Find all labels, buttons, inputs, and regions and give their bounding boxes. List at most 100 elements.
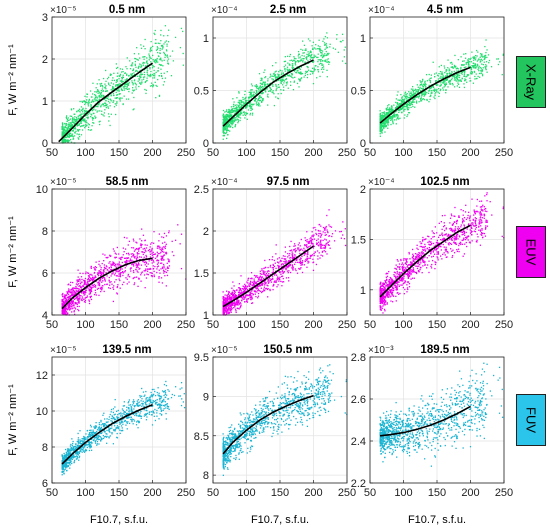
- scatter-point: [101, 281, 103, 283]
- scatter-point: [85, 121, 87, 123]
- scatter-point: [264, 91, 267, 93]
- scatter-point: [125, 265, 127, 267]
- scatter-point: [98, 279, 100, 281]
- scatter-point: [167, 29, 170, 31]
- scatter-point: [142, 56, 144, 58]
- scatter-point: [90, 298, 93, 301]
- scatter-point: [150, 82, 153, 84]
- scatter-point: [324, 60, 326, 62]
- scatter-point: [83, 294, 85, 296]
- scatter-point: [269, 88, 272, 90]
- scatter-point: [450, 61, 453, 64]
- scatter-point: [433, 90, 436, 92]
- scatter-point: [309, 51, 311, 53]
- scatter-point: [296, 272, 299, 274]
- scatter-point: [79, 111, 81, 113]
- scatter-point: [243, 103, 245, 105]
- scatter-point: [251, 108, 253, 111]
- scatter-point: [64, 136, 66, 139]
- scatter-point: [286, 68, 288, 70]
- scatter-point: [463, 53, 465, 55]
- scatter-point: [112, 77, 114, 79]
- scatter-point: [463, 60, 465, 62]
- scatter-point: [261, 82, 263, 85]
- scatter-point: [313, 56, 315, 58]
- scatter-point: [69, 308, 72, 310]
- scatter-point: [143, 251, 146, 254]
- scatter-point: [252, 104, 254, 106]
- scatter-point: [229, 119, 231, 122]
- scatter-point: [149, 253, 152, 255]
- scatter-point: [148, 53, 150, 55]
- scatter-point: [309, 245, 311, 247]
- scatter-point: [305, 70, 307, 73]
- scatter-point: [285, 84, 287, 87]
- scatter-point: [469, 77, 471, 79]
- scatter-point: [272, 264, 275, 267]
- scatter-point: [289, 81, 292, 83]
- scatter-point: [441, 73, 443, 75]
- scatter-point: [464, 71, 466, 73]
- scatter-point: [502, 54, 504, 56]
- scatter-point: [79, 122, 81, 124]
- scatter-point: [84, 127, 86, 129]
- scatter-point: [151, 84, 153, 87]
- scatter-point: [312, 56, 314, 59]
- scatter-point: [133, 265, 135, 267]
- scatter-point: [146, 77, 148, 79]
- scatter-point: [89, 90, 92, 92]
- scatter-point: [236, 307, 239, 309]
- scatter-point: [433, 89, 435, 92]
- scatter-point: [254, 85, 256, 87]
- scatter-point: [124, 85, 126, 87]
- scatter-point: [64, 313, 66, 315]
- scatter-point: [105, 85, 107, 87]
- scatter-point: [242, 96, 244, 99]
- scatter-point: [432, 89, 435, 91]
- scatter-point: [388, 104, 390, 106]
- scatter-point: [273, 74, 276, 76]
- scatter-point: [435, 80, 437, 82]
- scatter-point: [458, 73, 460, 75]
- scatter-point: [242, 114, 244, 116]
- scatter-point: [90, 104, 92, 106]
- scatter-point: [104, 87, 106, 89]
- scatter-point: [261, 290, 264, 293]
- scatter-point: [113, 285, 115, 287]
- scatter-point: [253, 281, 255, 283]
- y-tick-label: 0: [42, 138, 48, 150]
- scatter-point: [400, 108, 402, 110]
- scatter-point: [478, 76, 481, 78]
- scatter-point: [72, 125, 74, 127]
- scatter-point: [166, 45, 168, 47]
- scatter-point: [488, 62, 490, 64]
- scatter-point: [302, 49, 304, 51]
- scatter-point: [86, 272, 89, 274]
- scatter-point: [287, 265, 290, 268]
- scatter-point: [281, 79, 283, 81]
- scatter-point: [151, 275, 153, 278]
- scatter-point: [278, 277, 280, 280]
- scatter-point: [436, 88, 438, 91]
- scatter-point: [272, 91, 274, 94]
- scatter-point: [135, 69, 137, 72]
- scatter-point: [445, 78, 447, 81]
- scatter-point: [326, 253, 328, 255]
- scatter-point: [160, 258, 163, 260]
- scatter-point: [261, 100, 263, 103]
- scatter-point: [161, 242, 164, 244]
- scatter-point: [324, 54, 326, 57]
- scatter-point: [72, 307, 74, 309]
- scatter-point: [261, 99, 264, 102]
- scatter-point: [316, 56, 318, 59]
- scatter-point: [246, 105, 248, 107]
- scatter-point: [281, 275, 284, 277]
- scatter-point: [250, 109, 252, 112]
- scatter-point: [102, 103, 104, 106]
- scatter-point: [114, 270, 117, 272]
- scatter-point: [84, 283, 86, 286]
- scatter-point: [399, 109, 401, 112]
- scatter-point: [163, 267, 165, 269]
- scatter-point: [127, 275, 129, 277]
- scatter-point: [84, 95, 86, 98]
